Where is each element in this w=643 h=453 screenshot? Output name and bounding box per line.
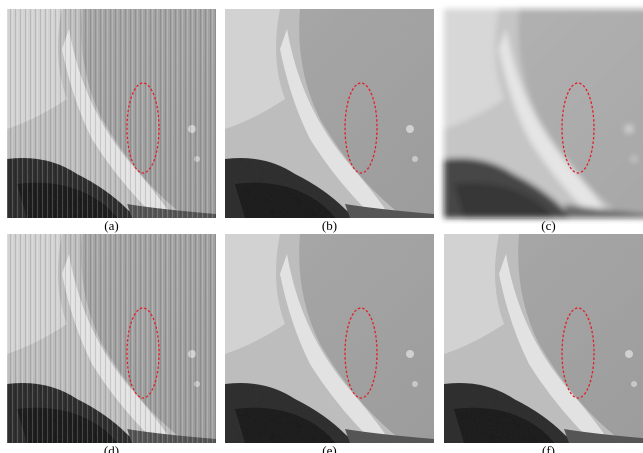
- panel-label: (a): [104, 218, 118, 233]
- highlight-ellipse: [344, 82, 378, 174]
- panel-label: (d): [104, 443, 119, 453]
- stripe-noise: [7, 9, 216, 218]
- image-scene: [225, 9, 434, 218]
- haze: [444, 9, 643, 218]
- panel-image: [7, 234, 216, 443]
- stripe-noise: [7, 234, 216, 443]
- panel-label: (f): [542, 443, 555, 453]
- panel-label: (e): [322, 443, 336, 453]
- highlight-ellipse: [561, 307, 595, 399]
- panel-label: (b): [322, 218, 337, 233]
- highlight-ellipse: [344, 307, 378, 399]
- image-scene: [444, 234, 643, 443]
- panel-image: [225, 234, 434, 443]
- highlight-ellipse: [561, 82, 595, 174]
- panel-image: [7, 9, 216, 218]
- highlight-ellipse: [126, 82, 160, 174]
- panel-image: [444, 234, 643, 443]
- image-scene: [225, 234, 434, 443]
- panel-image: [444, 9, 643, 218]
- highlight-ellipse: [126, 307, 160, 399]
- panel-image: [225, 9, 434, 218]
- panel-label: (c): [541, 218, 555, 233]
